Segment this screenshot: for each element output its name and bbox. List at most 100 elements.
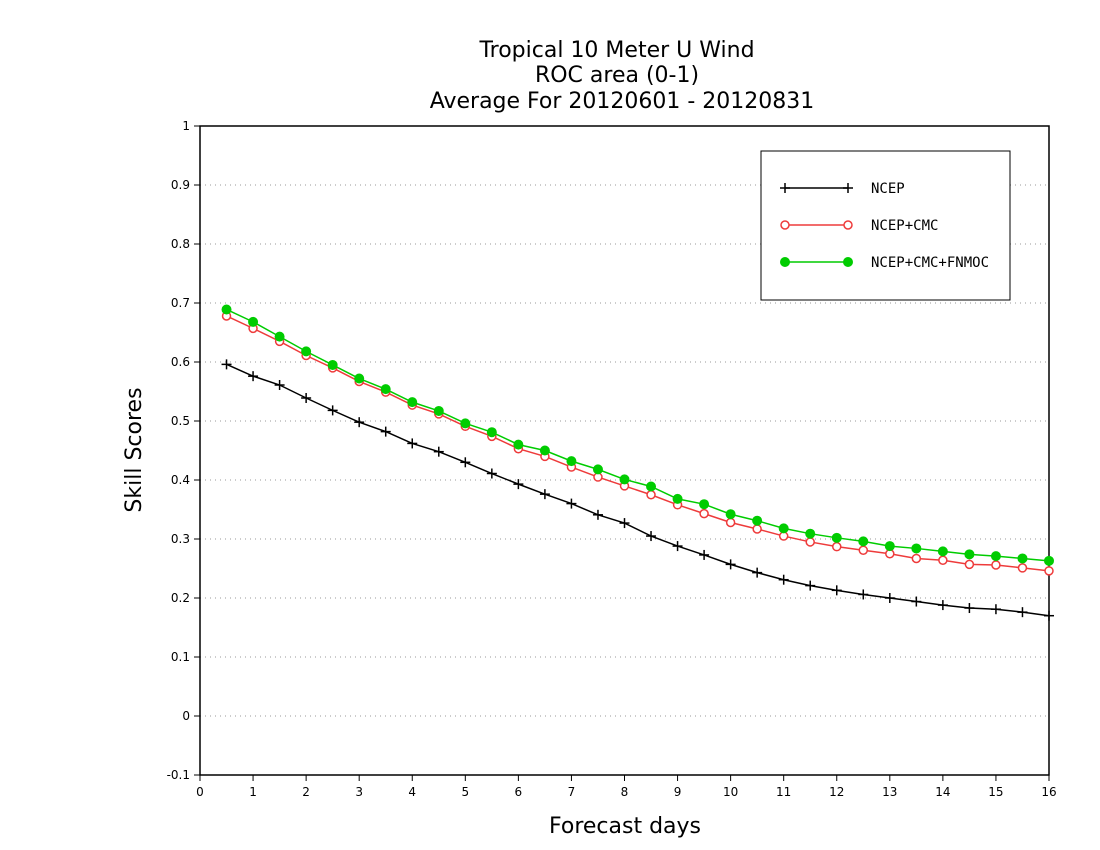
series-ncep-cmc (221, 311, 1054, 576)
x-tick-label: 5 (461, 785, 469, 799)
data-point (407, 438, 418, 449)
data-point (672, 493, 683, 504)
data-point (327, 405, 338, 416)
series-ncep (221, 359, 1054, 621)
data-point (752, 515, 763, 526)
x-tick-label: 16 (1041, 785, 1056, 799)
data-point (646, 490, 656, 500)
data-point (433, 405, 444, 416)
legend-label: NCEP (871, 181, 905, 197)
data-point (486, 468, 497, 479)
y-axis-label: Skill Scores (122, 387, 147, 512)
y-tick-label: 0.9 (171, 178, 190, 192)
data-point (460, 457, 471, 468)
legend-label: NCEP+CMC (871, 218, 938, 234)
data-point (433, 446, 444, 457)
data-point (486, 427, 497, 438)
x-tick-label: 9 (674, 785, 682, 799)
x-tick-label: 2 (302, 785, 310, 799)
data-point (725, 559, 736, 570)
y-tick-label: 0.6 (171, 355, 190, 369)
y-tick-label: 0.2 (171, 591, 190, 605)
data-point (964, 549, 975, 560)
x-tick-label: 6 (515, 785, 523, 799)
y-tick-label: -0.1 (167, 768, 190, 782)
data-point (380, 384, 391, 395)
data-point (301, 346, 312, 357)
data-point (513, 479, 524, 490)
data-point (646, 531, 657, 542)
data-point (778, 523, 789, 534)
data-point (911, 543, 922, 554)
x-tick-label: 8 (621, 785, 629, 799)
legend-marker (780, 183, 790, 193)
data-point (831, 585, 842, 596)
data-point (354, 373, 365, 384)
y-tick-label: 0.3 (171, 532, 190, 546)
series-ncep-cmc-fnmoc (221, 304, 1054, 566)
data-point (805, 580, 816, 591)
plot-frame (199, 125, 1050, 776)
x-tick-label: 0 (196, 785, 204, 799)
y-tick-label: 0.8 (171, 237, 190, 251)
data-point (699, 499, 710, 510)
data-point (380, 426, 391, 437)
y-tick-label: 0.4 (171, 473, 190, 487)
data-point (911, 596, 922, 607)
y-tick-label: 0 (182, 709, 190, 723)
data-point (699, 508, 709, 519)
chart-title-line-1: Tropical 10 Meter U Wind (478, 38, 754, 63)
legend-marker (843, 183, 853, 193)
legend-marker (843, 220, 853, 230)
x-tick-label: 14 (935, 785, 950, 799)
data-point (990, 604, 1001, 615)
data-point (725, 517, 736, 528)
x-tick-label: 4 (408, 785, 416, 799)
series-line (226, 308, 1050, 562)
x-tick-label: 13 (882, 785, 897, 799)
data-point (1044, 566, 1054, 576)
data-point (460, 418, 471, 429)
data-point (805, 528, 816, 539)
data-point (937, 546, 948, 557)
y-tick-label: 0.7 (171, 296, 190, 310)
x-tick-label: 10 (723, 785, 738, 799)
chart-title-line-2: ROC area (0-1) (535, 63, 699, 88)
data-point (592, 464, 603, 475)
data-point (221, 359, 232, 370)
data-point (539, 489, 550, 500)
data-point (1044, 610, 1054, 621)
x-tick-label: 7 (568, 785, 576, 799)
data-point (991, 560, 1001, 570)
data-point (884, 541, 895, 552)
data-point (513, 439, 524, 450)
legend-entry: NCEP (780, 181, 905, 197)
data-point (566, 456, 577, 467)
y-tick-label: 0.5 (171, 414, 190, 428)
legend-marker (780, 220, 790, 230)
series-layer (221, 304, 1054, 621)
data-point (1017, 553, 1028, 564)
data-point (248, 316, 259, 327)
axis-ticks (194, 125, 1050, 781)
data-point (1044, 555, 1054, 566)
legend-entry: NCEP+CMC (780, 218, 938, 234)
data-point (566, 498, 577, 509)
data-point (752, 524, 762, 534)
data-point (646, 481, 657, 492)
data-point (274, 331, 285, 342)
data-point (1017, 563, 1028, 573)
data-point (592, 509, 603, 520)
data-point (964, 603, 975, 614)
data-point (832, 541, 842, 552)
series-line (226, 315, 1050, 572)
data-point (805, 537, 815, 547)
x-tick-label: 11 (776, 785, 791, 799)
chart-title-line-3: Average For 20120601 - 20120831 (430, 89, 815, 114)
data-point (619, 474, 630, 485)
data-point (884, 593, 895, 603)
data-point (937, 600, 948, 611)
y-tick-label: 1 (182, 119, 190, 133)
data-point (858, 589, 869, 600)
